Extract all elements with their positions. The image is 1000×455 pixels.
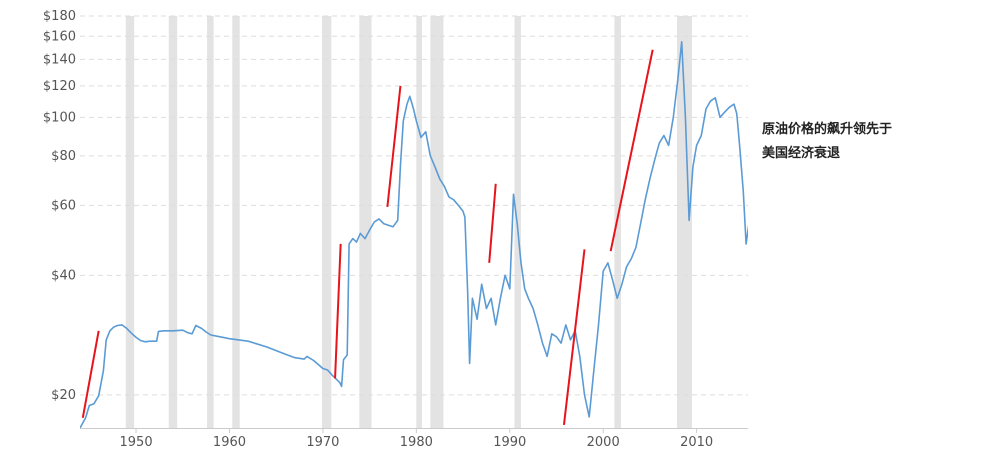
annotation-line-2: 美国经济衰退 bbox=[762, 146, 841, 161]
price-series-line bbox=[80, 41, 748, 429]
price-series bbox=[80, 41, 748, 429]
x-tick-label: 1980 bbox=[400, 435, 433, 450]
y-tick-label: $80 bbox=[51, 149, 76, 164]
x-tick-label: 2010 bbox=[680, 435, 713, 450]
x-tick-label: 1960 bbox=[213, 435, 246, 450]
recession-band bbox=[321, 16, 332, 428]
horizontal-gridlines bbox=[80, 15, 748, 396]
y-tick-label: $100 bbox=[43, 110, 76, 125]
recession-band bbox=[232, 16, 240, 428]
x-tick-label: 1990 bbox=[493, 435, 526, 450]
recession-band bbox=[416, 16, 422, 428]
recession-band bbox=[207, 16, 214, 428]
trend-line bbox=[334, 243, 342, 379]
y-tick-label: $120 bbox=[43, 79, 76, 94]
axes: $20 $40 $60 $80 $100 $120 $140 $160 $180 1950 1960… bbox=[43, 9, 748, 450]
trend-line bbox=[609, 49, 654, 252]
trend-line bbox=[81, 330, 100, 419]
trend-line bbox=[488, 183, 497, 263]
trend-line bbox=[386, 85, 402, 207]
trend-line bbox=[562, 249, 586, 426]
chart-annotation: 原油价格的飙升领先于 美国经济衰退 bbox=[762, 118, 892, 166]
recession-band bbox=[430, 16, 444, 428]
annotation-line-1: 原油价格的飙升领先于 bbox=[762, 122, 893, 137]
trend-lines bbox=[81, 49, 654, 426]
y-tick-label: $20 bbox=[51, 388, 76, 403]
recession-band bbox=[676, 16, 692, 428]
y-tick-label: $160 bbox=[43, 29, 76, 44]
y-tick-label: $60 bbox=[51, 198, 76, 213]
y-tick-label: $140 bbox=[43, 52, 76, 67]
x-tick-label: 1950 bbox=[120, 435, 153, 450]
y-tick-label: $180 bbox=[43, 9, 76, 24]
x-tick-label: 2000 bbox=[587, 435, 620, 450]
y-tick-label: $40 bbox=[51, 268, 76, 283]
recession-band bbox=[168, 16, 178, 428]
x-tick-label: 1970 bbox=[306, 435, 339, 450]
recession-bands bbox=[125, 16, 692, 428]
recession-band bbox=[125, 16, 135, 428]
recession-band bbox=[359, 16, 372, 428]
